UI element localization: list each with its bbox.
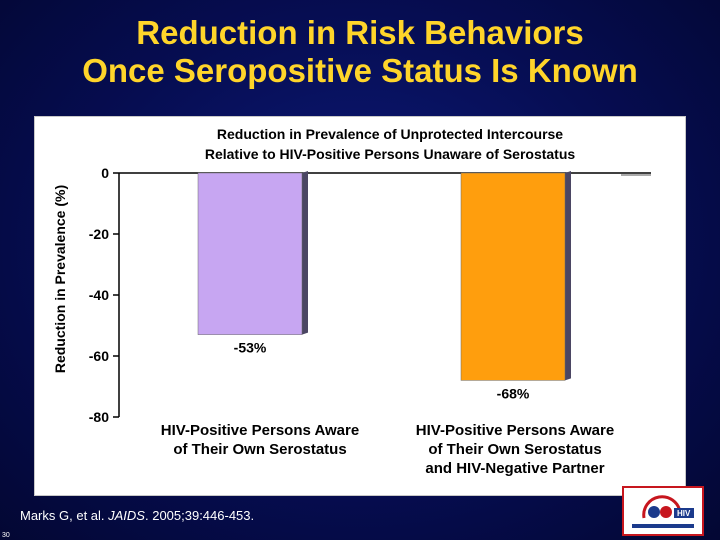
- hiv-prevention-logo-icon: HIV: [632, 495, 694, 528]
- x-category-label: HIV-Positive Persons Aware: [161, 422, 359, 439]
- x-category-label: HIV-Positive Persons Aware: [416, 422, 614, 439]
- x-category-label: of Their Own Serostatus: [173, 441, 346, 458]
- bar-value-label: -53%: [234, 340, 267, 356]
- y-tick-label: -80: [89, 409, 109, 425]
- bar-side: [302, 171, 308, 335]
- y-tick-label: -40: [89, 287, 109, 303]
- x-category-label: of Their Own Serostatus: [428, 441, 601, 458]
- bar-side: [565, 171, 571, 381]
- citation-suffix: . 2005;39:446-453.: [144, 508, 255, 523]
- chart-title-line-1: Reduction in Prevalence of Unprotected I…: [217, 126, 563, 142]
- chart-title-line-2: Relative to HIV-Positive Persons Unaware…: [205, 146, 576, 162]
- slide-title: Reduction in Risk Behaviors Once Seropos…: [0, 14, 720, 90]
- y-axis-title: Reduction in Prevalence (%): [52, 185, 68, 373]
- citation: Marks G, et al. JAIDS. 2005;39:446-453.: [20, 508, 254, 523]
- logo-hiv-text: HIV: [677, 509, 691, 518]
- slide-title-line-2: Once Seropositive Status Is Known: [82, 52, 638, 89]
- slide-title-line-1: Reduction in Risk Behaviors: [136, 14, 584, 51]
- chart-panel: Reduction in Prevalence of Unprotected I…: [34, 116, 686, 496]
- citation-journal: JAIDS: [108, 508, 145, 523]
- y-tick-label: -60: [89, 348, 109, 364]
- bar-chart: Reduction in Prevalence of Unprotected I…: [52, 126, 651, 477]
- x-category-label: and HIV-Negative Partner: [425, 460, 604, 477]
- slide-number: 30: [2, 532, 10, 539]
- citation-prefix: Marks G, et al.: [20, 508, 109, 523]
- bar: [460, 172, 566, 381]
- y-tick-label: -20: [89, 226, 109, 242]
- y-tick-label: 0: [101, 165, 109, 181]
- bar: [197, 172, 303, 335]
- bar-value-label: -68%: [497, 385, 530, 401]
- hiv-prevention-logo: HIV: [622, 486, 704, 536]
